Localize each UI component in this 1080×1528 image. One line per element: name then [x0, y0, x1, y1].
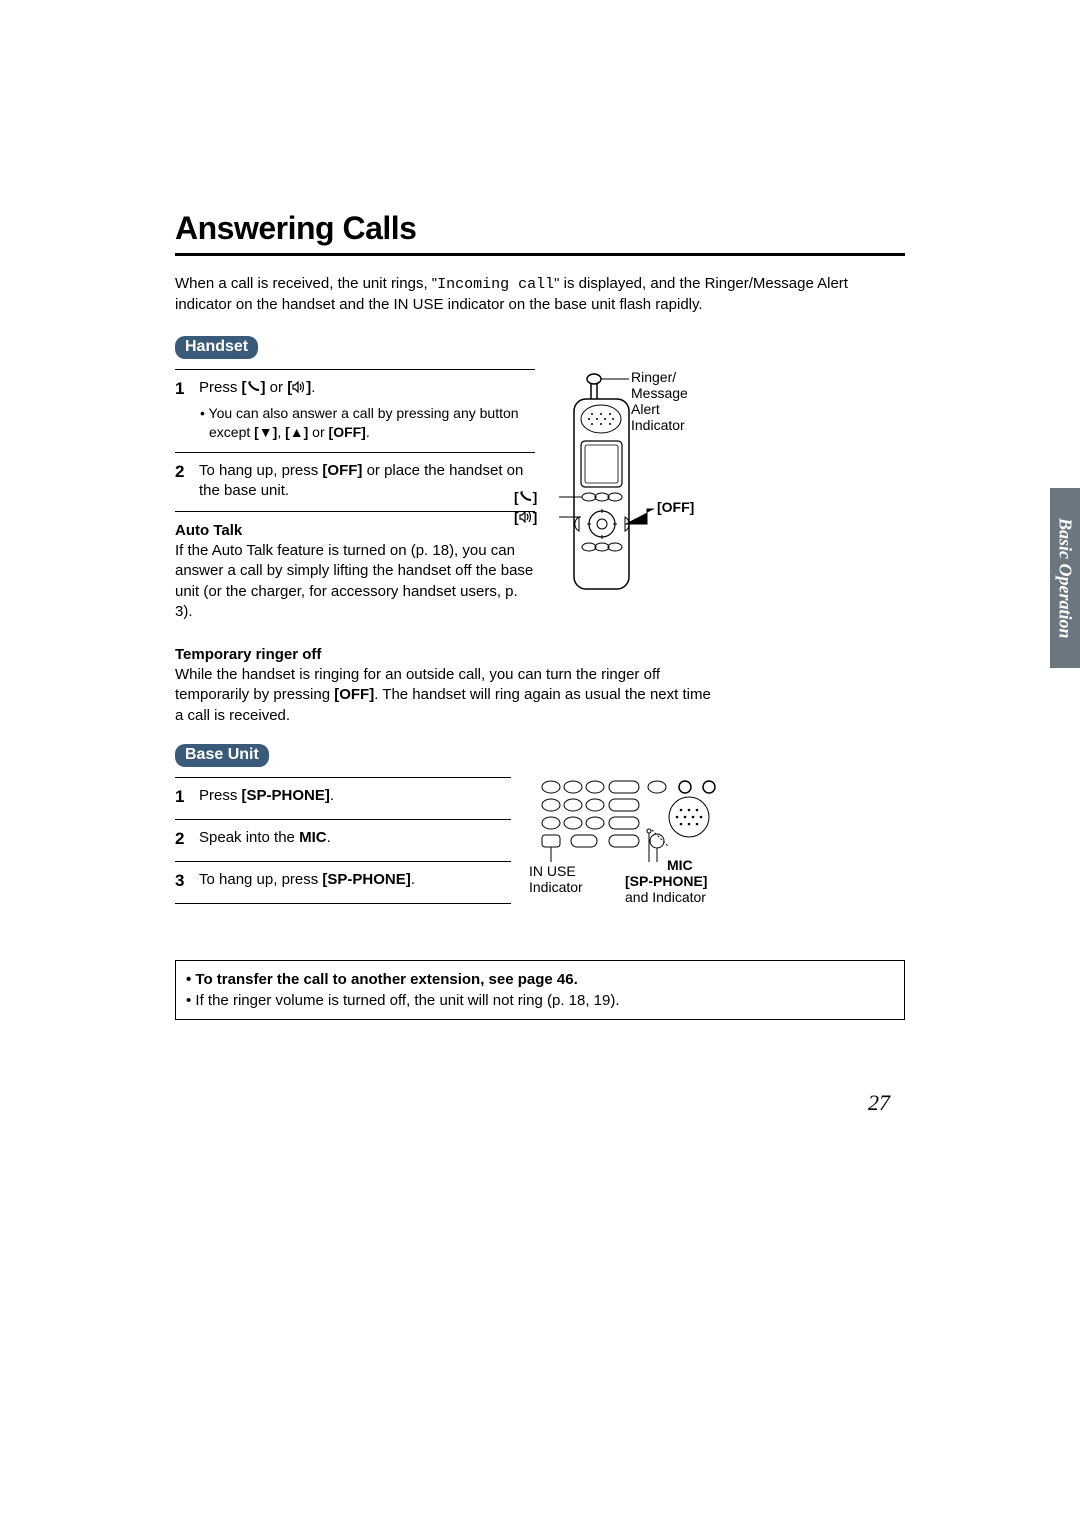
handset-diagram-col: Ringer/ Message Alert Indicator [OFF] []… [555, 369, 905, 599]
sp-phone-label: [SP-PHONE] [322, 871, 410, 888]
ringer-indicator-label: Ringer/ Message Alert Indicator [631, 369, 688, 433]
off-button-label: [OFF] [329, 424, 366, 440]
temp-ringer-heading: Temporary ringer off [175, 646, 905, 663]
step1-text-c: . [311, 379, 315, 396]
mic-label: MIC [299, 829, 327, 846]
b1c: . [330, 787, 334, 804]
note-transfer: To transfer the call to another extensio… [186, 969, 894, 990]
auto-talk-paragraph: If the Auto Talk feature is turned on (p… [175, 541, 535, 622]
sp-phone-callout-label: [SP-PHONE] [625, 873, 707, 889]
section-tab: Basic Operation [1050, 488, 1080, 668]
auto-talk-heading: Auto Talk [175, 522, 535, 539]
handset-steps: 1 Press [] or []. You can also answer a … [175, 369, 535, 637]
page-number: 27 [868, 1090, 890, 1116]
talk-callout-glyph: [] [514, 489, 537, 505]
step1-sub-d: . [366, 424, 370, 440]
manual-page: Answering Calls When a call is received,… [175, 210, 905, 1020]
step1-sub-c: or [308, 424, 328, 440]
b1a: Press [199, 787, 242, 804]
step-number: 2 [175, 828, 189, 851]
speaker-button-glyph: [] [287, 378, 311, 398]
sp-phone-label: [SP-PHONE] [242, 787, 330, 804]
base-step-3: 3 To hang up, press [SP-PHONE]. [175, 862, 511, 904]
handset-step-2: 2 To hang up, press [OFF] or place the h… [175, 453, 535, 513]
step-number: 3 [175, 870, 189, 893]
base-steps: 1 Press [SP-PHONE]. 2 Speak into the MIC… [175, 777, 511, 904]
step1-text-b: or [266, 379, 288, 396]
base-step-1: 1 Press [SP-PHONE]. [175, 778, 511, 820]
note-ringer-off: If the ringer volume is turned off, the … [186, 990, 894, 1011]
base-unit-section: Base Unit 1 Press [SP-PHONE]. 2 Speak in… [175, 744, 905, 1020]
step2-text-a: To hang up, press [199, 462, 322, 479]
notes-box: To transfer the call to another extensio… [175, 960, 905, 1020]
off-button-label: [OFF] [334, 686, 374, 703]
step1-text-a: Press [199, 379, 242, 396]
temp-ringer-paragraph: While the handset is ringing for an outs… [175, 665, 715, 726]
base-unit-svg [539, 777, 729, 865]
in-use-indicator-label: IN USE Indicator [529, 863, 583, 895]
step1-sub-bullet: You can also answer a call by pressing a… [199, 404, 535, 442]
sp-phone-callout-sub: and Indicator [625, 889, 706, 905]
step-number: 2 [175, 461, 189, 502]
b3a: To hang up, press [199, 871, 322, 888]
intro-paragraph: When a call is received, the unit rings,… [175, 274, 905, 316]
step-number: 1 [175, 378, 189, 442]
handset-two-col: 1 Press [] or []. You can also answer a … [175, 369, 905, 637]
handset-step-1: 1 Press [] or []. You can also answer a … [175, 370, 535, 453]
handset-section-tag: Handset [175, 336, 258, 359]
off-callout-label: [OFF] [657, 499, 694, 515]
speaker-callout-glyph: [] [514, 509, 537, 525]
mic-callout-label: MIC [667, 857, 693, 873]
page-title: Answering Calls [175, 210, 905, 247]
title-rule [175, 253, 905, 256]
down-button-glyph: [▼] [254, 424, 277, 440]
b2c: . [327, 829, 331, 846]
intro-mono: Incoming call [437, 276, 554, 293]
base-section-tag: Base Unit [175, 744, 269, 767]
step-number: 1 [175, 786, 189, 809]
up-button-glyph: [▲] [285, 424, 308, 440]
talk-button-glyph: [] [242, 378, 266, 398]
step1-sub-b: , [277, 424, 285, 440]
base-diagram: IN USE Indicator MIC [SP-PHONE] and Indi… [539, 777, 729, 897]
base-step-2: 2 Speak into the MIC. [175, 820, 511, 862]
intro-text-a: When a call is received, the unit rings,… [175, 275, 437, 292]
handset-diagram: Ringer/ Message Alert Indicator [OFF] []… [559, 369, 719, 599]
base-diagram-col: IN USE Indicator MIC [SP-PHONE] and Indi… [539, 777, 905, 897]
off-button-label: [OFF] [322, 462, 362, 479]
b3c: . [411, 871, 415, 888]
b2a: Speak into the [199, 829, 299, 846]
